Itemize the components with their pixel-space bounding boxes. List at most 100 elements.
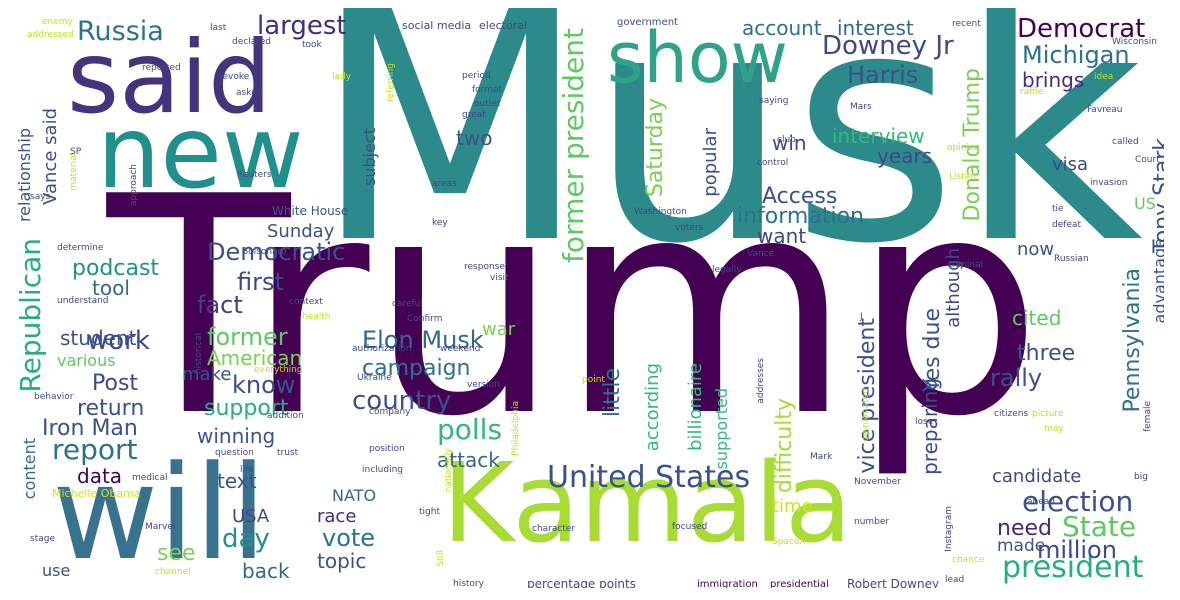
word-return: return: [77, 396, 145, 421]
word-said: said: [67, 19, 272, 136]
word-fact: fact: [197, 291, 243, 319]
word-channel: channel: [155, 567, 191, 577]
word-iron-man: Iron Man: [42, 416, 138, 441]
word-tight: tight: [419, 507, 440, 517]
word-tool: tool: [92, 276, 130, 300]
word-wisconsin: Wisconsin: [1112, 37, 1157, 47]
word-areas: areas: [432, 179, 457, 189]
word-mark: Mark: [810, 452, 833, 462]
word-november: November: [854, 477, 901, 487]
word-point: point: [582, 375, 605, 385]
word-race: race: [317, 506, 357, 527]
word-report: report: [52, 433, 138, 466]
word-defeat: defeat: [1052, 220, 1081, 230]
word-according: according: [642, 363, 663, 452]
word-washington: Washington: [634, 207, 687, 217]
word-took: took: [302, 40, 322, 50]
word-health: health: [302, 312, 331, 322]
word-three: three: [1017, 341, 1076, 366]
word-addition: addition: [267, 411, 304, 421]
word-difficulty: difficulty: [772, 398, 797, 494]
word-make: make: [182, 364, 232, 385]
word-weekend: weekend: [440, 344, 481, 354]
word-number: number: [854, 517, 890, 527]
word-response: response: [464, 262, 505, 272]
word-billionaire: billionaire: [685, 363, 706, 451]
word-enemy: enemy: [42, 17, 73, 27]
word-last: last: [210, 23, 227, 33]
word-addresses: addresses: [756, 358, 766, 404]
word-now: now: [1017, 239, 1055, 260]
word-mars: Mars: [850, 102, 872, 112]
word-declared: declared: [232, 37, 271, 47]
word-former-president: former president: [557, 28, 590, 263]
word-trump: Trump: [107, 133, 1043, 482]
word-company: company: [369, 407, 411, 417]
word-version: version: [467, 380, 500, 390]
word-everything: everything: [254, 365, 303, 375]
word-historical: historical: [194, 333, 204, 375]
word-including: including: [362, 465, 403, 475]
word-polls: polls: [437, 413, 503, 446]
word-candidate: candidate: [992, 466, 1082, 487]
word-format: format: [472, 85, 503, 95]
word-reported: reported: [142, 63, 181, 73]
word-former: former: [207, 323, 288, 351]
word-control: control: [757, 158, 789, 168]
word-criminal: criminal: [947, 260, 984, 270]
word-russian: Russian: [1054, 254, 1089, 264]
word-understand: understand: [57, 296, 109, 306]
word-back: back: [242, 559, 290, 583]
word-subject: subject: [360, 128, 379, 186]
word-invasion: invasion: [1090, 178, 1128, 188]
word-idea: idea: [1094, 72, 1114, 82]
word-sp: SP: [70, 147, 82, 157]
word-day: day: [222, 524, 270, 554]
word-little: little: [600, 368, 625, 418]
word-listen: Listen: [949, 172, 976, 182]
word-student: student: [60, 326, 137, 350]
word-show: show: [607, 17, 788, 99]
word-revoke: revoke: [219, 72, 250, 82]
word-may: may: [1044, 424, 1064, 434]
word-data: data: [77, 464, 123, 488]
word-asked: asked: [236, 88, 263, 98]
word-spacex: SpaceX: [772, 537, 806, 547]
word-question: question: [215, 448, 254, 458]
word-presidential: presidential: [770, 579, 829, 589]
word-lady: lady: [332, 72, 352, 82]
word-years: years: [877, 144, 933, 168]
word-democrat: Democrat: [1017, 14, 1146, 44]
word-authorization: authorization: [352, 344, 412, 354]
word-popular: popular: [700, 128, 721, 197]
word-democratic: Democratic: [207, 238, 346, 266]
word-favreau: Favreau: [1087, 105, 1123, 115]
word-rally: rally: [990, 364, 1043, 392]
word-material: material: [69, 153, 79, 191]
word-focused: focused: [672, 522, 708, 532]
word-referring: referring: [386, 63, 396, 102]
word-usa: USA: [232, 506, 270, 527]
word-careful: careful: [392, 299, 423, 309]
word-ukraine: Ukraine: [357, 373, 392, 383]
word-united-states: United States: [547, 460, 751, 495]
word-downey-jr: Downey Jr: [822, 31, 954, 61]
word-vance: Vance: [747, 249, 775, 259]
word-social-media: social media: [402, 19, 472, 32]
word-reuters: Reuters: [237, 170, 272, 180]
word-cited: cited: [1012, 306, 1062, 330]
word-war: war: [482, 319, 516, 340]
word-winning: winning: [197, 424, 276, 448]
word-relationship: relationship: [15, 128, 34, 223]
word-michigan: Michigan: [1022, 41, 1130, 69]
word-electoral: electoral: [479, 19, 528, 32]
word-club: club: [777, 135, 796, 145]
word-outlet: outlet: [474, 99, 501, 109]
word-account: account: [742, 16, 822, 40]
word-bolsonaro: Bolsonaro: [242, 247, 287, 257]
word-elon-musk: Elon Musk: [362, 326, 484, 354]
word-stage: stage: [30, 534, 55, 544]
word-saying: saying: [759, 96, 789, 106]
word-vance-said: Vance said: [40, 108, 61, 205]
word-life: life: [240, 465, 254, 475]
